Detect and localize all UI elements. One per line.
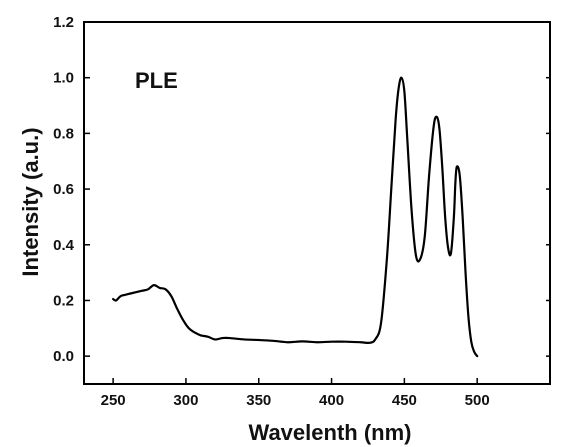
y-axis-ticks: 0.0 0.2 0.4 0.6 0.8 1.0 1.2 xyxy=(53,14,550,365)
x-tick-label: 300 xyxy=(173,392,198,409)
y-tick-label: 1.0 xyxy=(53,70,74,87)
y-tick-label: 0.4 xyxy=(53,237,75,254)
series-line xyxy=(112,76,479,358)
x-tick-label: 250 xyxy=(101,392,126,409)
x-tick-label: 400 xyxy=(319,392,344,409)
annotation-label: PLE xyxy=(135,68,178,93)
y-tick-label: 0.2 xyxy=(53,292,74,309)
x-axis-ticks: 250 300 350 400 450 500 xyxy=(101,378,490,409)
y-tick-label: 0.0 xyxy=(53,348,74,365)
x-axis-title: Wavelenth (nm) xyxy=(249,420,412,445)
x-tick-label: 450 xyxy=(392,392,417,409)
y-axis-title: Intensity (a.u.) xyxy=(18,127,43,276)
x-tick-label: 350 xyxy=(246,392,271,409)
y-tick-label: 0.8 xyxy=(53,125,74,142)
y-tick-label: 0.6 xyxy=(53,181,74,198)
y-tick-label: 1.2 xyxy=(53,14,74,31)
x-tick-label: 500 xyxy=(465,392,490,409)
plot-frame xyxy=(83,21,551,385)
